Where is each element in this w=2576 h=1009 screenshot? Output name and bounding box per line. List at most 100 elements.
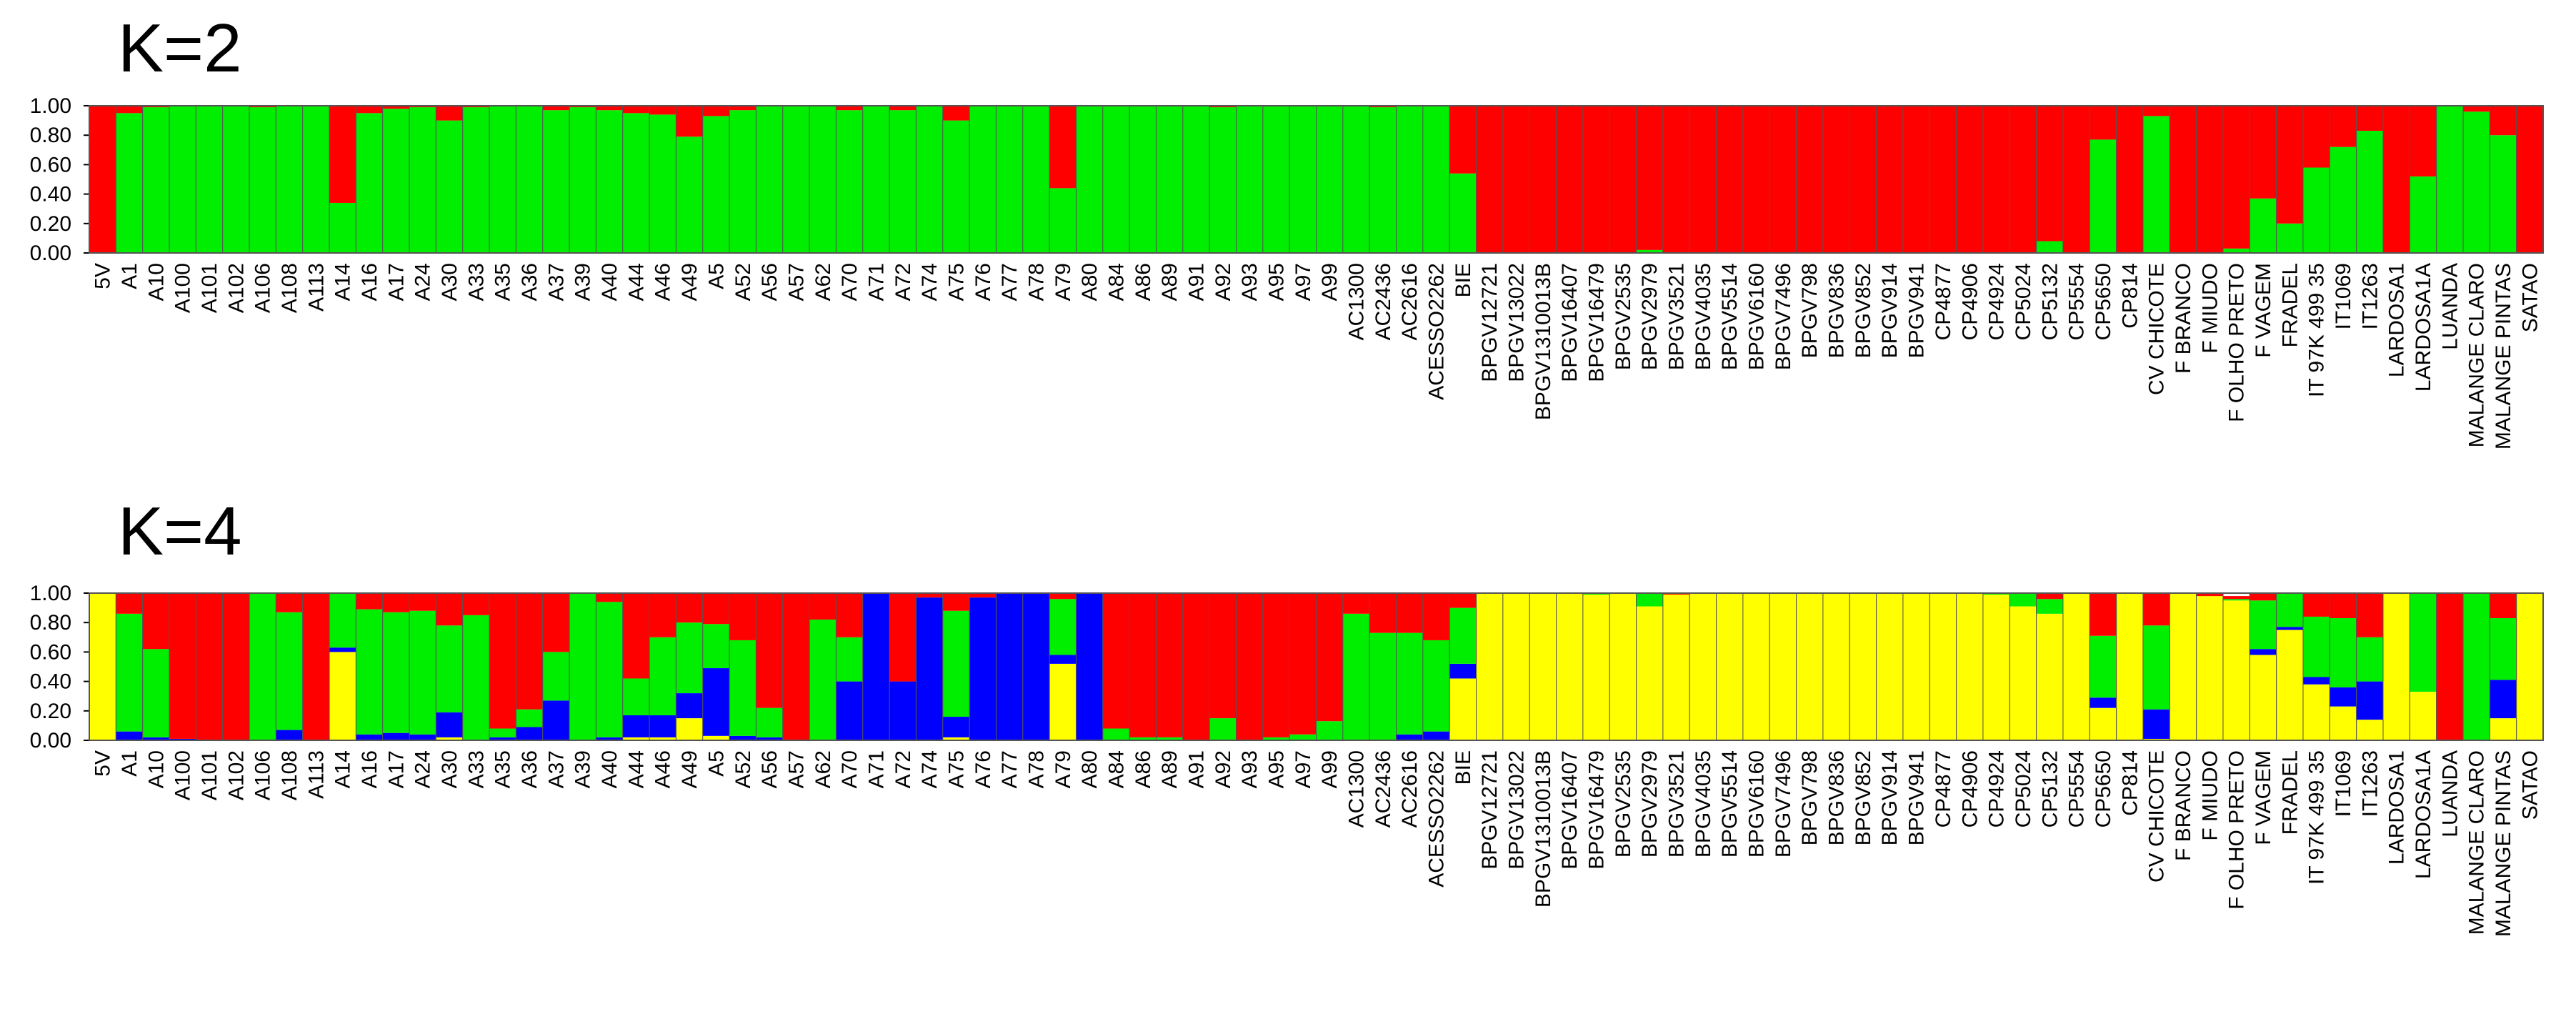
bar-segment-a17-3 <box>382 593 410 612</box>
bar-segment-a36-3 <box>516 593 543 710</box>
x-tick-label: IT1069 <box>2332 750 2355 817</box>
bar-segment-a56-3 <box>756 593 783 708</box>
x-tick-label: BPGV12721 <box>1478 263 1502 382</box>
x-tick-label: CP5650 <box>2092 263 2115 340</box>
bar-segment-a5-1 <box>702 106 730 116</box>
bar-segment-cp5554-0 <box>2062 593 2090 740</box>
x-tick-label: BPGV852 <box>1852 750 1875 845</box>
k2-panel-title: K=2 <box>118 10 241 86</box>
x-tick-label: A35 <box>491 263 515 301</box>
x-tick-label: A40 <box>598 263 621 301</box>
x-tick-label: F BRANCO <box>2172 750 2195 861</box>
x-tick-label: A36 <box>518 750 541 788</box>
bar-segment-a100-3 <box>169 593 196 739</box>
x-tick-label: BPGV1310013B <box>1532 750 1555 908</box>
bar-segment-bpgv852-1 <box>1849 106 1877 253</box>
bar-segment-bpgv16407-0 <box>1556 593 1583 740</box>
bar-segment-a78-0 <box>1022 106 1050 253</box>
bar-segment-cp5132-1 <box>2036 106 2063 242</box>
x-tick-label: AC1300 <box>1345 750 1369 827</box>
bar-segment-a30-2 <box>436 625 463 712</box>
bar-segment-bpgv5514-1 <box>1716 106 1743 253</box>
bar-segment-a37-1 <box>542 106 570 111</box>
x-tick-label: AC2436 <box>1372 263 1395 340</box>
bar-segment-cp5132-3 <box>2036 593 2063 600</box>
bar-segment-bpgv13022-1 <box>1502 106 1530 253</box>
bar-segment-malange-pintas-2 <box>2490 618 2517 680</box>
x-tick-label: BPGV2535 <box>1612 263 1635 370</box>
bar-segment-a24-0 <box>409 107 436 253</box>
bar-segment-it1263-2 <box>2356 637 2383 682</box>
bar-segment-a95-3 <box>1262 593 1290 737</box>
x-tick-label: A57 <box>784 263 808 301</box>
x-tick-label: A89 <box>1158 750 1182 788</box>
bar-segment-f-vagem-3 <box>2250 593 2277 601</box>
x-tick-label: A24 <box>411 750 435 788</box>
bar-segment-malange-pintas-1 <box>2490 106 2517 136</box>
bar-segment-bpgv941-1 <box>1902 106 1930 253</box>
bar-segment-luanda-3 <box>2436 593 2463 740</box>
x-tick-label: ACESSO2262 <box>1425 750 1449 888</box>
x-tick-label: A70 <box>838 750 862 788</box>
bar-segment-bpgv6160-1 <box>1742 106 1770 253</box>
bar-segment-it1069-1 <box>2330 106 2357 147</box>
x-tick-label: LUANDA <box>2438 750 2462 837</box>
x-tick-label: A92 <box>1212 750 1235 788</box>
bar-segment-bpgv1310013b-0 <box>1529 593 1557 740</box>
y-tick-label: 0.60 <box>30 640 71 664</box>
bar-segment-a24-1 <box>409 734 436 740</box>
x-tick-label: A99 <box>1318 263 1342 301</box>
bar-segment-a46-2 <box>649 637 677 715</box>
bar-segment-a56-1 <box>756 737 783 740</box>
bar-segment-cp814-0 <box>2116 593 2143 740</box>
y-tick-label: 0.00 <box>30 242 71 265</box>
bar-segment-a102-0 <box>222 106 250 253</box>
x-tick-label: A33 <box>464 263 488 301</box>
bar-segment-ac2436-1 <box>1369 106 1397 108</box>
bar-segment-a10-0 <box>142 107 170 253</box>
bar-segment-cp4877-1 <box>1929 106 1957 253</box>
x-tick-label: BPGV836 <box>1825 263 1849 358</box>
x-tick-label: A91 <box>1184 263 1208 301</box>
bar-segment-a35-2 <box>489 728 516 737</box>
bar-segment-cp4906-0 <box>1956 593 1983 740</box>
bar-segment-ac2616-2 <box>1396 632 1423 735</box>
bar-segment-a79-3 <box>1049 593 1077 600</box>
bar-segment-ac2436-0 <box>1369 107 1397 253</box>
bar-segment-cv-chicote-0 <box>2142 116 2170 253</box>
bar-segment-a86-2 <box>1129 737 1157 740</box>
x-tick-label: 5V <box>91 750 115 777</box>
bar-segment-ac1300-0 <box>1342 106 1370 253</box>
x-tick-label: A78 <box>1024 750 1048 788</box>
bar-segment-bpgv836-0 <box>1822 593 1850 740</box>
bar-segment-a16-1 <box>356 734 383 740</box>
x-tick-label: A101 <box>198 750 221 800</box>
bar-segment-a75-2 <box>942 610 970 717</box>
bar-segment-a40-1 <box>596 106 623 111</box>
bar-segment-f-olho-preto-1 <box>2222 106 2250 249</box>
bar-segment-a46-1 <box>649 106 677 115</box>
bar-segment-bpgv7496-1 <box>1769 106 1797 253</box>
x-tick-label: A101 <box>198 263 221 313</box>
x-tick-label: BPGV16479 <box>1585 263 1609 382</box>
bar-segment-a95-0 <box>1262 106 1290 253</box>
x-tick-label: A39 <box>571 750 595 788</box>
x-tick-label: BPGV941 <box>1905 263 1929 358</box>
x-tick-label: BPGV2535 <box>1612 750 1635 858</box>
bar-segment-a52-1 <box>729 106 757 111</box>
x-tick-label: A113 <box>304 263 328 312</box>
x-tick-label: LARDOSA1 <box>2385 750 2409 865</box>
bar-segment-a1-1 <box>116 731 143 740</box>
bar-segment-a33-2 <box>462 615 490 740</box>
bar-segment-a79-1 <box>1049 106 1077 189</box>
x-tick-label: BIE <box>1452 750 1475 785</box>
x-tick-label: A89 <box>1158 263 1182 301</box>
bar-segment-a36-1 <box>516 727 543 740</box>
bar-segment-satao-1 <box>2516 106 2543 253</box>
bar-segment-a35-1 <box>489 737 516 740</box>
x-tick-label: F VAGEM <box>2252 750 2275 845</box>
bar-segment-a46-1 <box>649 715 677 737</box>
bar-segment-cp5650-3 <box>2090 593 2117 636</box>
bar-segment-a108-3 <box>276 593 303 612</box>
bar-segment-a52-1 <box>729 735 757 740</box>
